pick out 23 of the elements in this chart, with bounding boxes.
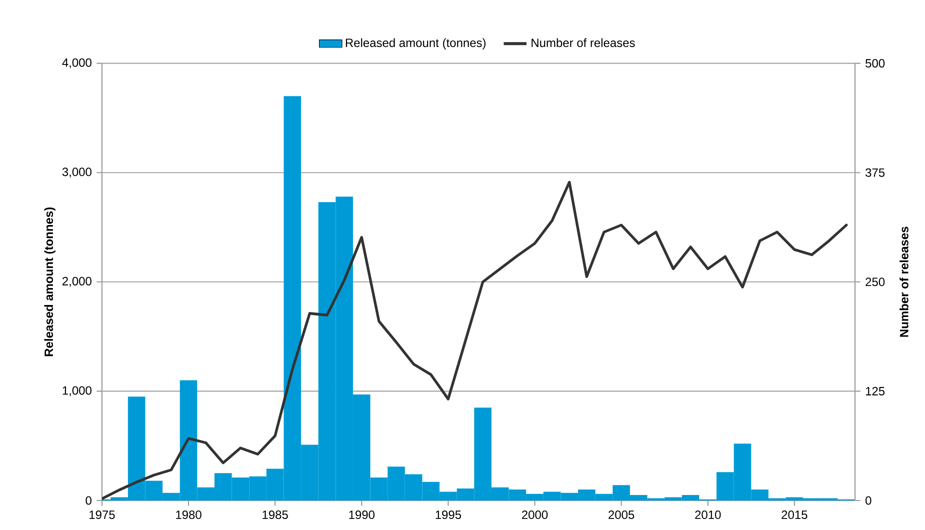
legend-label: Released amount (tonnes) [346, 38, 486, 50]
x-tick-label: 1995 [436, 510, 462, 519]
y-tick-label: 3,000 [62, 167, 92, 178]
x-tick-label: 1985 [262, 510, 288, 519]
x-tick-label: 2010 [695, 510, 721, 519]
y2-tick-label: 500 [866, 58, 885, 68]
x-tick-label: 1980 [176, 510, 202, 519]
y-tick-label: 0 [86, 496, 92, 504]
x-tick-label: 2015 [782, 510, 808, 519]
y2-axis-title: Number of releases [900, 226, 908, 337]
x-tick-label: 1990 [349, 510, 375, 519]
y2-tick-label: 125 [866, 386, 885, 396]
y-axis-title: Released amount (tonnes) [44, 207, 56, 356]
x-tick-label: 2000 [522, 510, 548, 519]
y-tick-label: 2,000 [62, 276, 92, 287]
x-tick-label: 2005 [608, 510, 634, 519]
y2-tick-label: 0 [866, 496, 872, 504]
x-tick-label: 1975 [90, 510, 115, 519]
y-tick-label: 4,000 [62, 58, 92, 68]
legend-label: Number of releases [532, 38, 635, 47]
y2-tick-label: 375 [866, 168, 885, 177]
y-tick-label: 1,000 [62, 386, 92, 396]
y2-tick-label: 250 [866, 277, 885, 286]
